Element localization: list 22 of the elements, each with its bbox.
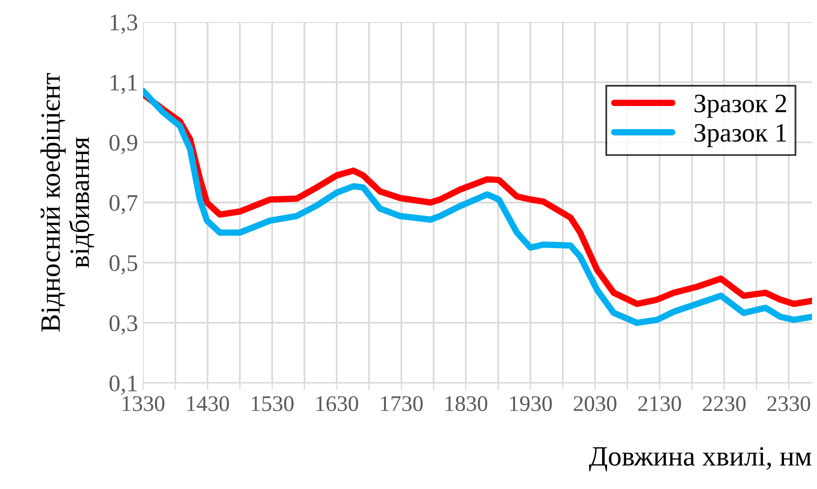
y-axis-title: Відносний коефіцієнт відбивання — [40, 72, 94, 332]
x-tick-label: 2330 — [768, 396, 810, 412]
x-tick-label: 1830 — [446, 396, 488, 412]
x-tick-label: 2030 — [574, 396, 616, 412]
y-tick-label: 0,7 — [110, 194, 138, 214]
x-tick-label: 2130 — [638, 396, 681, 412]
x-tick-label: 1730 — [381, 396, 423, 412]
x-axis-title: Довжина хвилі, нм — [589, 447, 812, 472]
y-tick-label: 0,9 — [110, 134, 138, 154]
y-tick-label: 1,3 — [110, 14, 138, 34]
x-tick-label: 1430 — [187, 396, 229, 412]
legend-label: Зразок 2 — [694, 94, 786, 118]
y-tick-label: 0,5 — [110, 255, 138, 274]
y-tick-label: 1,1 — [110, 74, 137, 94]
legend-label: Зразок 1 — [694, 124, 786, 148]
x-tick-label: 1630 — [316, 396, 358, 412]
x-tick-label: 2230 — [702, 396, 746, 412]
y-tick-label: 0,1 — [110, 375, 137, 395]
y-tick-label: 0,3 — [110, 315, 138, 335]
x-tick-label: 1530 — [252, 396, 294, 412]
x-tick-label: 1930 — [510, 396, 552, 412]
x-tick-label: 1330 — [122, 396, 164, 412]
